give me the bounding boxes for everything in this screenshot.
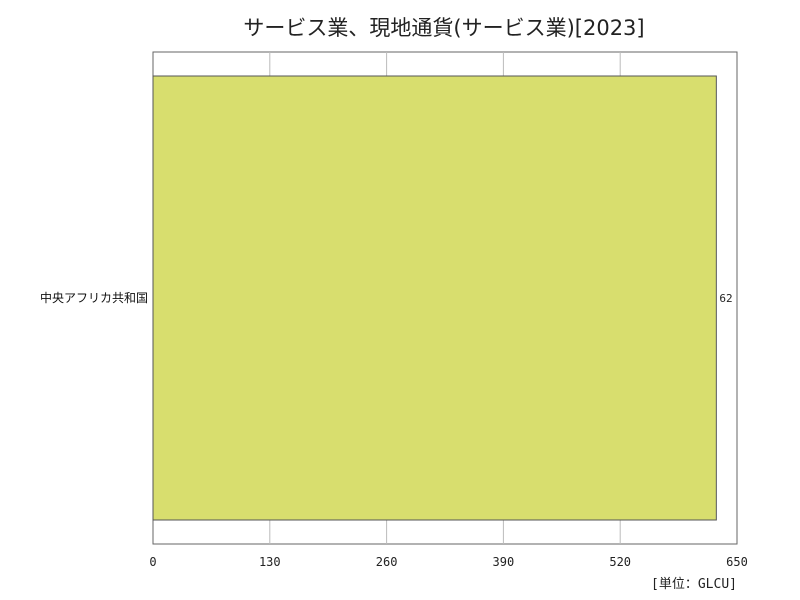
bars: 62 bbox=[152, 75, 733, 521]
x-axis-ticks: 0 130 260 390 520 650 bbox=[149, 555, 747, 569]
x-tick-label: 260 bbox=[376, 555, 398, 569]
category-labels: 中央アフリカ共和国 bbox=[40, 290, 148, 305]
category-label: 中央アフリカ共和国 bbox=[40, 290, 148, 305]
x-tick-label: 390 bbox=[493, 555, 515, 569]
bar bbox=[152, 75, 717, 521]
unit-label: [単位：GLCU] bbox=[651, 576, 737, 592]
x-tick-label: 130 bbox=[259, 555, 281, 569]
chart-title: サービス業、現地通貨(サービス業)[2023] bbox=[243, 16, 644, 40]
x-tick-label: 520 bbox=[609, 555, 631, 569]
x-tick-label: 650 bbox=[726, 555, 748, 569]
bar-value-label: 62 bbox=[719, 292, 732, 305]
x-tick-label: 0 bbox=[149, 555, 156, 569]
